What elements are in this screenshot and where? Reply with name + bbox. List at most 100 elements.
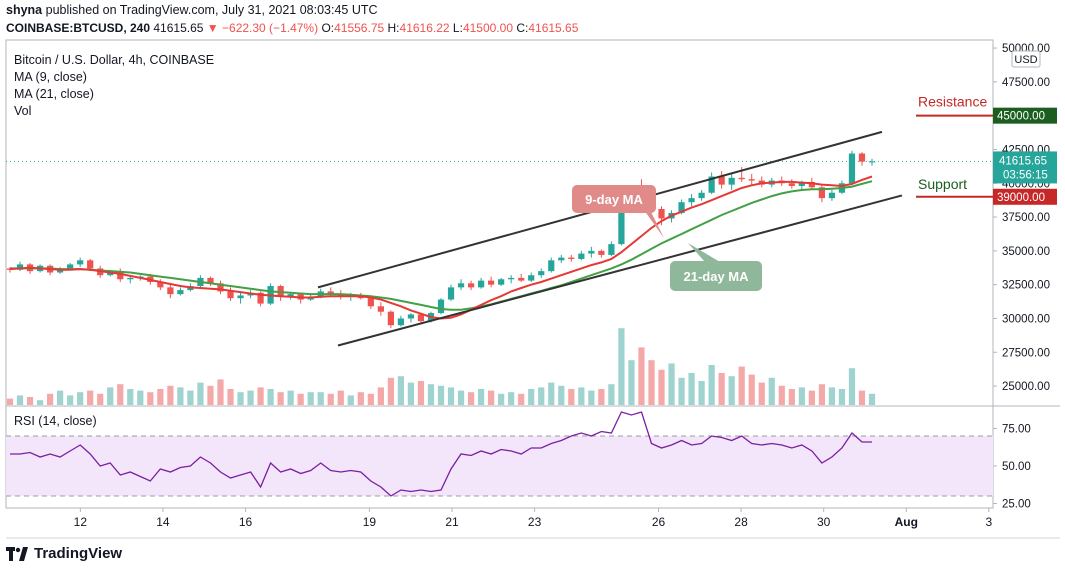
date-tick-label: 30 xyxy=(817,515,831,529)
volume-bar xyxy=(638,347,645,405)
volume-bar xyxy=(147,392,154,405)
candle-body xyxy=(397,318,405,326)
volume-bar xyxy=(16,395,24,405)
volume-bar xyxy=(658,369,665,405)
candle-body xyxy=(718,176,725,185)
candle-body xyxy=(518,277,525,281)
price-tick-label: 25000.00 xyxy=(1002,381,1050,393)
candle-body xyxy=(387,311,394,326)
candle-body xyxy=(868,161,876,163)
brand-name: TradingView xyxy=(34,545,123,562)
legend-ma21[interactable]: MA (21, close) xyxy=(14,87,94,101)
volume-bar xyxy=(337,390,344,405)
candle-body xyxy=(127,277,134,280)
candle-body xyxy=(77,260,84,265)
volume-bar xyxy=(598,389,605,405)
volume-bar xyxy=(26,397,34,405)
candle-body xyxy=(417,314,425,322)
candle-body xyxy=(488,280,495,285)
volume-bar xyxy=(427,384,435,405)
volume-bar xyxy=(748,374,755,405)
ma9-callout-pointer xyxy=(644,210,664,238)
candle-body xyxy=(808,181,815,188)
volume-bar xyxy=(407,382,415,405)
candle-body xyxy=(377,306,384,312)
legend-vol[interactable]: Vol xyxy=(14,104,32,118)
resistance-label: Resistance xyxy=(918,94,987,110)
volume-bar xyxy=(698,381,705,405)
volume-bar xyxy=(217,379,224,405)
volume-bar xyxy=(227,389,234,405)
published-text: published on TradingView.com, July 31, 2… xyxy=(45,3,378,17)
volume-bar xyxy=(528,389,535,405)
volume-bar xyxy=(608,384,615,405)
price-tick-label: 32500.00 xyxy=(1002,280,1050,292)
volume-bar xyxy=(57,390,64,405)
publisher-line: shyna published on TradingView.com, July… xyxy=(6,3,378,17)
volume-bar xyxy=(177,387,184,405)
candle-body xyxy=(708,176,715,193)
price-tick-label: 30000.00 xyxy=(1002,313,1050,325)
candle-body xyxy=(618,203,625,245)
volume-bar xyxy=(397,376,405,405)
candle-body xyxy=(467,283,475,288)
volume-bar xyxy=(357,392,364,405)
date-tick-label: 14 xyxy=(156,515,170,529)
candle-body xyxy=(87,260,94,269)
ma9-callout-label: 9-day MA xyxy=(585,192,643,207)
date-tick-label: 12 xyxy=(74,515,88,529)
rsi-tick-label: 50.00 xyxy=(1002,461,1031,473)
ma9-callout-box xyxy=(572,185,656,213)
volume-bar xyxy=(518,393,525,405)
support-price-label: 39000.00 xyxy=(997,192,1045,204)
current-price-label: 41615.65 xyxy=(999,155,1047,167)
candle-body xyxy=(798,181,805,186)
ma21-line xyxy=(10,180,873,311)
candle-body xyxy=(217,283,224,292)
volume-bar xyxy=(317,392,324,405)
volume-bar xyxy=(127,389,134,405)
candle-body xyxy=(688,198,695,203)
resistance-price-box xyxy=(993,107,1057,124)
volume-bar xyxy=(618,328,625,405)
volume-bar xyxy=(558,385,565,405)
rsi-legend[interactable]: RSI (14, close) xyxy=(14,414,97,428)
chart-legend: Bitcoin / U.S. Dollar, 4h, COINBASE MA (… xyxy=(14,52,214,120)
candle-body xyxy=(437,299,445,314)
candle-body xyxy=(558,257,565,261)
candle-body xyxy=(728,177,735,185)
candle-body xyxy=(16,264,24,270)
candle-body xyxy=(698,192,705,199)
volume-bar xyxy=(87,390,94,405)
footer-brand[interactable]: TradingView xyxy=(6,545,122,562)
candle-body xyxy=(367,298,374,307)
low-value: 41500.00 xyxy=(462,21,513,35)
volume-bar xyxy=(778,385,785,405)
volume-bar xyxy=(708,365,715,405)
volume-bar xyxy=(628,360,635,405)
rsi-tick-label: 25.00 xyxy=(1002,499,1031,511)
candle-body xyxy=(548,260,555,272)
volume-bar xyxy=(197,382,204,405)
legend-ma9[interactable]: MA (9, close) xyxy=(14,70,87,84)
candle-body xyxy=(738,177,745,180)
date-tick-label: 16 xyxy=(239,515,253,529)
volume-bar xyxy=(277,392,284,405)
author-name[interactable]: shyna xyxy=(6,3,43,17)
date-tick-label: Aug xyxy=(895,515,918,529)
volume-bar xyxy=(498,393,505,405)
candle-body xyxy=(227,291,234,299)
candle-body xyxy=(257,292,264,304)
volume-bar xyxy=(798,387,805,405)
date-tick-label: 26 xyxy=(652,515,666,529)
quote-line: COINBASE:BTCUSD, 240 41615.65 ▼ −622.30 … xyxy=(6,21,578,35)
price-tick-label: 35000.00 xyxy=(1002,246,1050,258)
close-value: 41615.65 xyxy=(528,21,579,35)
candle-body xyxy=(407,314,415,319)
candle-body xyxy=(457,283,465,288)
volume-bar xyxy=(247,390,254,405)
volume-bar xyxy=(568,389,575,405)
candle-body xyxy=(608,244,615,255)
volume-bar xyxy=(457,390,465,405)
